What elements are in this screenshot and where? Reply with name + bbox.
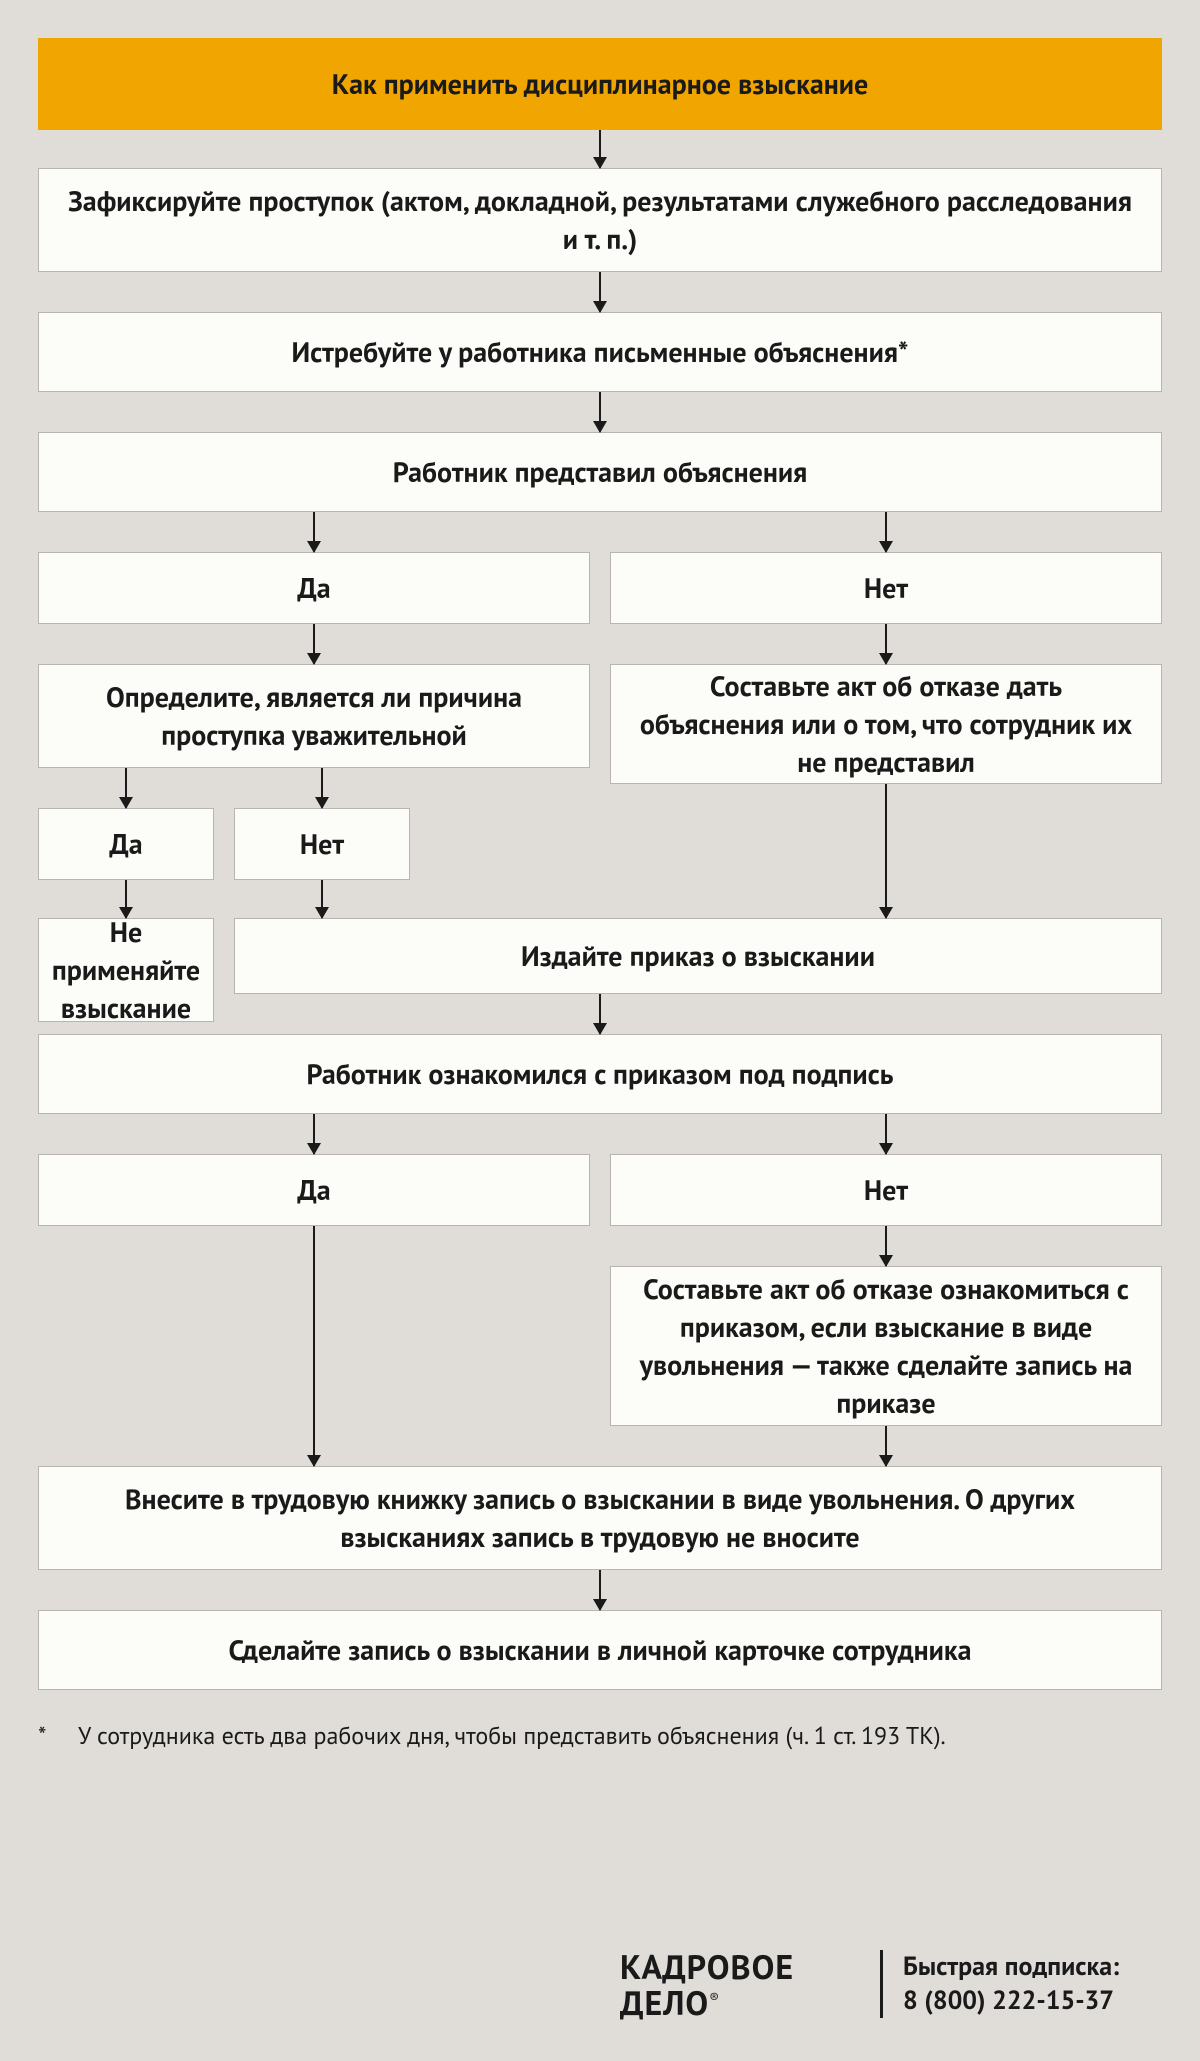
flowchart-canvas: Как применить дисциплинарное взыскание За… <box>0 0 1200 2061</box>
flow-node-n1: Зафиксируйте проступок (актом, докладной… <box>38 168 1162 272</box>
flow-arrow-12 <box>599 994 601 1034</box>
flow-node-n10: Внесите в трудовую книжку запись о взыск… <box>38 1466 1162 1570</box>
flow-arrow-11 <box>885 784 887 918</box>
flow-node-n11: Сделайте запись о взыскании в личной кар… <box>38 1610 1162 1690</box>
flow-arrow-9 <box>125 880 127 918</box>
flow-arrow-18 <box>599 1570 601 1610</box>
flow-arrow-6 <box>885 624 887 664</box>
flow-arrow-13 <box>313 1114 315 1154</box>
flow-arrow-17 <box>885 1426 887 1466</box>
flow-node-n7: Издайте приказ о взыскании <box>234 918 1162 994</box>
flow-arrow-14 <box>885 1114 887 1154</box>
flow-node-no1: Нет <box>610 552 1162 624</box>
contact-block: Быстрая подписка:8 (800) 222-15-37 <box>880 1950 1119 2018</box>
flow-arrow-7 <box>125 768 127 808</box>
flow-node-n4: Определите, является ли причина проступк… <box>38 664 590 768</box>
flow-arrow-0 <box>599 130 601 168</box>
flow-node-yes2: Да <box>38 808 214 880</box>
brand-logo: КАДРОВОЕДЕЛО® <box>620 1950 794 2021</box>
flow-node-no3: Нет <box>610 1154 1162 1226</box>
flow-arrow-16 <box>313 1226 315 1466</box>
flow-node-header: Как применить дисциплинарное взыскание <box>38 38 1162 130</box>
flow-node-n8: Работник ознакомился с приказом под подп… <box>38 1034 1162 1114</box>
flow-node-n6: Не применяйте взыскание <box>38 918 214 1022</box>
flow-node-n9: Составьте акт об отказе ознакомиться с п… <box>610 1266 1162 1426</box>
footnote: *У сотрудника есть два рабочих дня, чтоб… <box>38 1720 946 1751</box>
flow-arrow-4 <box>885 512 887 552</box>
flow-arrow-1 <box>599 272 601 312</box>
flow-node-n5: Составьте акт об отказе дать объяснения … <box>610 664 1162 784</box>
flow-node-yes1: Да <box>38 552 590 624</box>
flow-arrow-3 <box>313 512 315 552</box>
flow-arrow-10 <box>321 880 323 918</box>
flow-arrow-15 <box>885 1226 887 1266</box>
flow-node-yes3: Да <box>38 1154 590 1226</box>
flow-arrow-2 <box>599 392 601 432</box>
flow-arrow-8 <box>321 768 323 808</box>
flow-arrow-5 <box>313 624 315 664</box>
flow-node-n2: Истребуйте у работника письменные объясн… <box>38 312 1162 392</box>
flow-node-no2: Нет <box>234 808 410 880</box>
flow-node-n3: Работник представил объяснения <box>38 432 1162 512</box>
